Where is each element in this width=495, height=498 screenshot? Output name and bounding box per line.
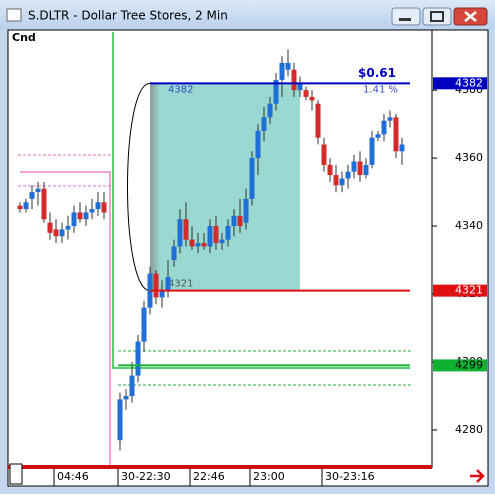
x-tick-label: 23:00 <box>253 470 285 483</box>
candle-body <box>381 120 387 135</box>
candle-body <box>267 103 273 118</box>
candle-body <box>123 395 129 400</box>
candle-body <box>231 215 237 227</box>
measure-percent: 1.41 % <box>363 84 398 95</box>
candle-body <box>363 164 369 176</box>
candle-body <box>375 134 381 138</box>
price-level-label: 4321 <box>455 284 483 297</box>
scroll-arrow[interactable] <box>470 469 485 483</box>
candle-body <box>219 239 225 244</box>
price-level-box <box>433 284 487 297</box>
candle-body <box>159 290 165 298</box>
candle-body <box>101 202 107 213</box>
candle-body <box>177 219 183 247</box>
candle-body <box>47 222 53 233</box>
candle-body <box>95 202 101 210</box>
maximize-icon <box>430 11 444 22</box>
candle-body <box>59 229 65 237</box>
measure-from-label: 4321 <box>168 279 193 290</box>
candle-body <box>291 69 297 91</box>
x-tick-label: 04:46 <box>57 470 89 483</box>
candle-body <box>89 209 95 213</box>
window-title: S.DLTR - Dollar Tree Stores, 2 Min <box>28 9 228 23</box>
candle-body <box>195 243 201 247</box>
candle-body <box>213 226 219 244</box>
y-tick-label: 4360 <box>455 151 483 164</box>
minimize-button[interactable] <box>391 7 421 26</box>
candle-body <box>165 277 171 291</box>
candle-body <box>135 341 141 376</box>
candle-body <box>23 202 29 210</box>
candle-body <box>285 62 291 70</box>
candle-body <box>327 164 333 176</box>
candle-body <box>351 161 357 172</box>
price-level-box <box>433 77 487 90</box>
window-buttons[interactable] <box>391 7 488 26</box>
measure-bracket <box>127 82 151 292</box>
candle-body <box>183 219 189 240</box>
candle-body <box>255 130 261 159</box>
scrollbar[interactable] <box>8 465 432 469</box>
candle-body <box>189 239 195 247</box>
chart-label: Cnd <box>12 31 36 44</box>
candle-body <box>35 188 41 193</box>
measure-to-label: 4382 <box>168 84 193 95</box>
indicator-line <box>20 171 111 466</box>
scroll-thumb[interactable] <box>9 463 23 485</box>
app-icon <box>6 8 22 22</box>
price-level-label: 4382 <box>455 76 483 89</box>
y-tick-label: 4280 <box>455 423 483 436</box>
candle-body <box>29 192 35 199</box>
y-tick-label: 4340 <box>455 219 483 232</box>
indicator-line <box>112 32 410 369</box>
candle-body <box>309 96 315 101</box>
candle-body <box>77 212 83 220</box>
candle-body <box>369 137 375 165</box>
candle-body <box>393 117 399 152</box>
measure-change: $0.61 <box>358 66 396 80</box>
measure-shadow <box>150 83 160 291</box>
x-tick-label: 30-23:16 <box>325 470 375 483</box>
candle-body <box>357 161 363 176</box>
candle-body <box>117 399 123 441</box>
candle-body <box>65 226 71 230</box>
x-tick-label: 30-22:30 <box>121 470 171 483</box>
candle-body <box>207 226 213 247</box>
candle-body <box>141 307 147 342</box>
candle-body <box>17 205 23 210</box>
close-icon <box>464 11 477 22</box>
candle-body <box>339 178 345 186</box>
minimize-icon <box>399 18 411 21</box>
candle-body <box>387 117 393 121</box>
candle-body <box>71 212 77 227</box>
candle-body <box>129 375 135 396</box>
candle-body <box>171 246 177 261</box>
candle-body <box>261 117 267 131</box>
candle-body <box>297 83 303 91</box>
candle-body <box>345 171 351 179</box>
maximize-button[interactable] <box>422 7 452 26</box>
candle-body <box>315 103 321 138</box>
candle-body <box>53 229 59 237</box>
candle-body <box>273 79 279 104</box>
candle-body <box>303 90 309 97</box>
candle-body <box>243 198 249 223</box>
x-tick-label: 22:46 <box>193 470 225 483</box>
candle-body <box>83 212 89 220</box>
candle-body <box>237 215 243 227</box>
candle-body <box>249 158 255 199</box>
candle-body <box>201 243 207 247</box>
price-level-label: 4299 <box>455 358 483 371</box>
price-level-box <box>433 359 487 372</box>
candle-body <box>41 188 47 220</box>
candle-body <box>321 144 327 165</box>
candle-body <box>333 175 339 186</box>
candle-body <box>399 144 405 152</box>
candle-body <box>153 273 159 298</box>
candle-body <box>279 62 285 80</box>
candle-body <box>225 226 231 240</box>
